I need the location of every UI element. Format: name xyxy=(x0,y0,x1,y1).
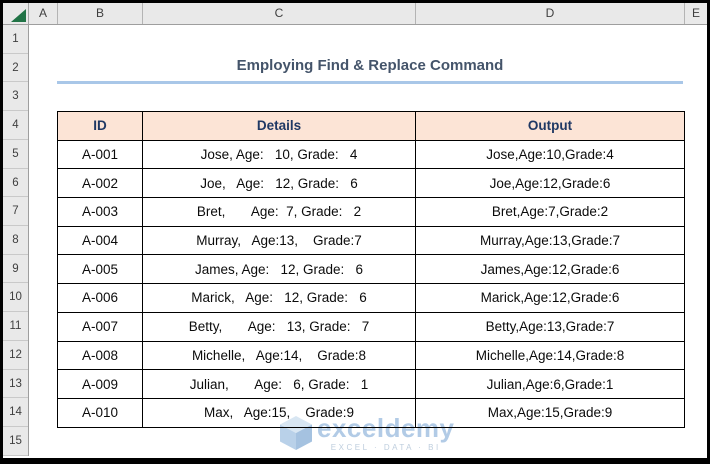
cell-details[interactable]: James, Age: 12, Grade: 6 xyxy=(142,254,416,285)
row-header-2[interactable]: 2 xyxy=(3,54,28,83)
cell-id[interactable]: A-005 xyxy=(57,254,143,285)
cell-details[interactable]: Joe, Age: 12, Grade: 6 xyxy=(142,168,416,199)
cell-details[interactable]: Max, Age:15, Grade:9 xyxy=(142,397,416,428)
table-header-row: ID Details Output xyxy=(57,111,685,141)
cell-output[interactable]: James,Age:12,Grade:6 xyxy=(415,254,685,285)
cell-output[interactable]: Max,Age:15,Grade:9 xyxy=(415,397,685,428)
column-header-b[interactable]: B xyxy=(58,3,143,24)
cell-output[interactable]: Jose,Age:10,Grade:4 xyxy=(415,139,685,170)
cell-details[interactable]: Jose, Age: 10, Grade: 4 xyxy=(142,139,416,170)
watermark-tagline: EXCEL · DATA · BI xyxy=(330,443,441,452)
table-row: A-009 Julian, Age: 6, Grade: 1 Julian,Ag… xyxy=(57,369,685,399)
data-table: ID Details Output A-001 Jose, Age: 10, G… xyxy=(57,111,685,428)
select-all-button[interactable] xyxy=(3,3,29,24)
sheet-title[interactable]: Employing Find & Replace Command xyxy=(57,51,683,84)
cell-details[interactable]: Murray, Age:13, Grade:7 xyxy=(142,225,416,256)
cell-details[interactable]: Bret, Age: 7, Grade: 2 xyxy=(142,197,416,227)
column-header-e[interactable]: E xyxy=(691,6,700,20)
header-cell-id[interactable]: ID xyxy=(57,111,143,141)
cell-details[interactable]: Betty, Age: 13, Grade: 7 xyxy=(142,311,416,342)
cell-output[interactable]: Bret,Age:7,Grade:2 xyxy=(415,197,685,227)
cell-id[interactable]: A-009 xyxy=(57,369,143,399)
table-row: A-001 Jose, Age: 10, Grade: 4 Jose,Age:1… xyxy=(57,139,685,170)
row-header-14[interactable]: 14 xyxy=(3,398,28,428)
table-row: A-003 Bret, Age: 7, Grade: 2 Bret,Age:7,… xyxy=(57,197,685,227)
cell-output[interactable]: Michelle,Age:14,Grade:8 xyxy=(415,340,685,371)
cell-details[interactable]: Julian, Age: 6, Grade: 1 xyxy=(142,369,416,399)
row-header-13[interactable]: 13 xyxy=(3,370,28,399)
row-header-11[interactable]: 11 xyxy=(3,312,28,341)
row-header-3[interactable]: 3 xyxy=(3,82,28,112)
cell-id[interactable]: A-007 xyxy=(57,311,143,342)
header-cell-details[interactable]: Details xyxy=(142,111,416,141)
column-header-d[interactable]: D xyxy=(416,3,685,24)
row-header-5[interactable]: 5 xyxy=(3,140,28,169)
cell-id[interactable]: A-006 xyxy=(57,283,143,313)
cell-id[interactable]: A-010 xyxy=(57,397,143,428)
row-header-1[interactable]: 1 xyxy=(3,25,28,54)
table-row: A-010 Max, Age:15, Grade:9 Max,Age:15,Gr… xyxy=(57,397,685,428)
cell-output[interactable]: Murray,Age:13,Grade:7 xyxy=(415,225,685,256)
table-row: A-008 Michelle, Age:14, Grade:8 Michelle… xyxy=(57,340,685,371)
cell-output[interactable]: Julian,Age:6,Grade:1 xyxy=(415,369,685,399)
cell-output[interactable]: Joe,Age:12,Grade:6 xyxy=(415,168,685,199)
cell-output[interactable]: Marick,Age:12,Grade:6 xyxy=(415,283,685,313)
worksheet: A B C D E 1 2 3 4 5 6 7 8 9 10 11 12 13 … xyxy=(3,3,707,458)
column-header-strip: A B C D E xyxy=(3,3,707,25)
row-header-6[interactable]: 6 xyxy=(3,169,28,198)
row-header-7[interactable]: 7 xyxy=(3,197,28,227)
select-all-triangle-icon xyxy=(11,9,26,22)
row-header-10[interactable]: 10 xyxy=(3,283,28,313)
cell-id[interactable]: A-004 xyxy=(57,225,143,256)
table-row: A-004 Murray, Age:13, Grade:7 Murray,Age… xyxy=(57,225,685,256)
header-cell-output[interactable]: Output xyxy=(415,111,685,141)
column-header-c[interactable]: C xyxy=(143,3,416,24)
row-header-15[interactable]: 15 xyxy=(3,427,28,456)
cell-details[interactable]: Michelle, Age:14, Grade:8 xyxy=(142,340,416,371)
table-row: A-002 Joe, Age: 12, Grade: 6 Joe,Age:12,… xyxy=(57,168,685,199)
cell-id[interactable]: A-002 xyxy=(57,168,143,199)
column-header-a[interactable]: A xyxy=(29,3,58,24)
cell-details[interactable]: Marick, Age: 12, Grade: 6 xyxy=(142,283,416,313)
row-header-gutter: 1 2 3 4 5 6 7 8 9 10 11 12 13 14 15 xyxy=(3,25,29,456)
table-row: A-007 Betty, Age: 13, Grade: 7 Betty,Age… xyxy=(57,311,685,342)
row-header-4[interactable]: 4 xyxy=(3,111,28,140)
row-header-8[interactable]: 8 xyxy=(3,226,28,255)
row-header-12[interactable]: 12 xyxy=(3,341,28,370)
table-row: A-006 Marick, Age: 12, Grade: 6 Marick,A… xyxy=(57,283,685,313)
cell-id[interactable]: A-008 xyxy=(57,340,143,371)
row-header-9[interactable]: 9 xyxy=(3,255,28,284)
cell-id[interactable]: A-003 xyxy=(57,197,143,227)
cell-id[interactable]: A-001 xyxy=(57,139,143,170)
cell-output[interactable]: Betty,Age:13,Grade:7 xyxy=(415,311,685,342)
table-row: A-005 James, Age: 12, Grade: 6 James,Age… xyxy=(57,254,685,285)
